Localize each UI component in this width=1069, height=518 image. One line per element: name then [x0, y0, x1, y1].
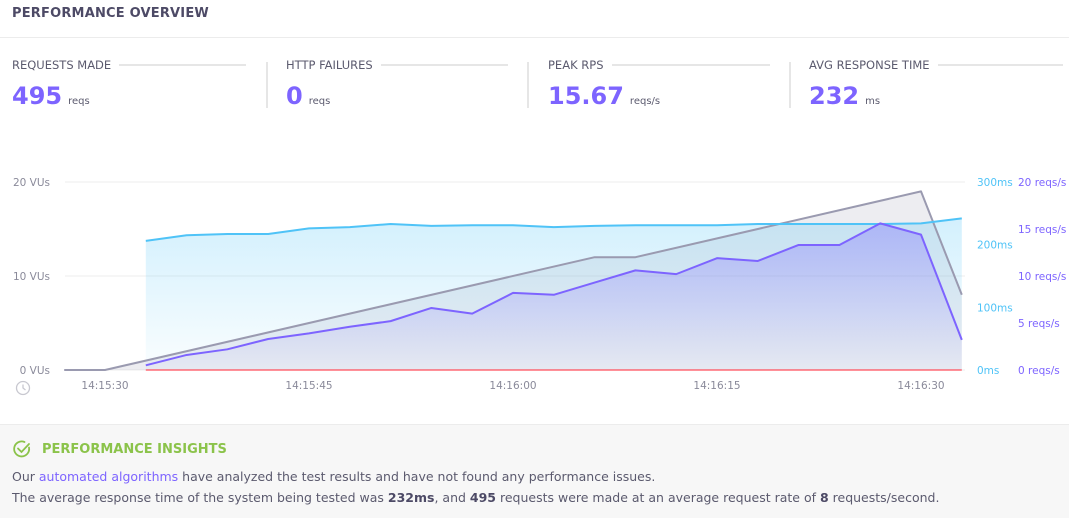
x-tick: 14:15:30	[81, 380, 128, 392]
stat-value: 0	[286, 82, 303, 110]
y-right-ms-tick: 0ms	[977, 365, 999, 377]
divider	[266, 62, 268, 108]
x-tick: 14:16:15	[693, 380, 740, 392]
performance-insights: PERFORMANCE INSIGHTS Our automated algor…	[0, 424, 1069, 518]
stat-unit: ms	[865, 96, 881, 107]
y-right-rps-tick: 15 reqs/s	[1018, 224, 1066, 236]
response_time-line	[145, 217, 962, 242]
divider	[527, 62, 529, 108]
y-right-ms-tick: 200ms	[977, 240, 1013, 252]
x-tick: 14:16:00	[489, 380, 536, 392]
automated-algorithms-link[interactable]: automated algorithms	[38, 469, 179, 484]
stat-label: PEAK RPS	[548, 58, 770, 72]
stat-label: HTTP FAILURES	[286, 58, 508, 72]
stat-http-failures: HTTP FAILURES 0 reqs	[286, 58, 508, 110]
y-right-rps-tick: 10 reqs/s	[1018, 271, 1066, 283]
stat-value: 15.67	[548, 82, 624, 110]
y-left-tick: 20 VUs	[13, 177, 50, 189]
page-title: PERFORMANCE OVERVIEW	[0, 0, 1069, 38]
y-right-ms-tick: 300ms	[977, 177, 1013, 189]
rps-area	[145, 223, 962, 370]
clock-icon	[15, 380, 31, 396]
performance-chart: 0 VUs 10 VUs 20 VUs 0ms 100ms 200ms 300ms 0 req…	[13, 177, 1066, 396]
insight-line-2: The average response time of the system …	[12, 490, 940, 505]
y-right-ms-tick: 100ms	[977, 302, 1013, 314]
vus-line	[64, 190, 963, 371]
stat-unit: reqs	[68, 96, 90, 107]
y-right-rps-tick: 20 reqs/s	[1018, 177, 1066, 189]
rps-line	[145, 222, 963, 367]
divider	[789, 62, 791, 108]
insights-title: PERFORMANCE INSIGHTS	[42, 441, 227, 457]
stats-row: REQUESTS MADE 495 reqs HTTP FAILURES 0 req…	[0, 58, 1069, 113]
stat-unit: reqs	[308, 96, 331, 107]
y-right-rps-tick: 5 reqs/s	[1018, 318, 1060, 330]
stat-value: 495	[12, 82, 63, 110]
stat-label: REQUESTS MADE	[12, 58, 246, 72]
insight-line-1: Our automated algorithms have analyzed t…	[12, 469, 656, 484]
stat-label: AVG RESPONSE TIME	[809, 58, 1063, 72]
y-left-tick: 0 VUs	[20, 365, 50, 377]
y-left-tick: 10 VUs	[13, 271, 50, 283]
check-circle-icon	[13, 440, 30, 458]
stat-value: 232	[809, 82, 860, 110]
stat-requests-made: REQUESTS MADE 495 reqs	[12, 58, 246, 110]
x-tick: 14:16:30	[897, 380, 944, 392]
y-right-rps-tick: 0 reqs/s	[1018, 365, 1060, 377]
stat-peak-rps: PEAK RPS 15.67 reqs/s	[548, 58, 770, 110]
x-tick: 14:15:45	[285, 380, 332, 392]
stat-avg-response-time: AVG RESPONSE TIME 232 ms	[809, 58, 1063, 110]
stat-unit: reqs/s	[629, 96, 661, 107]
